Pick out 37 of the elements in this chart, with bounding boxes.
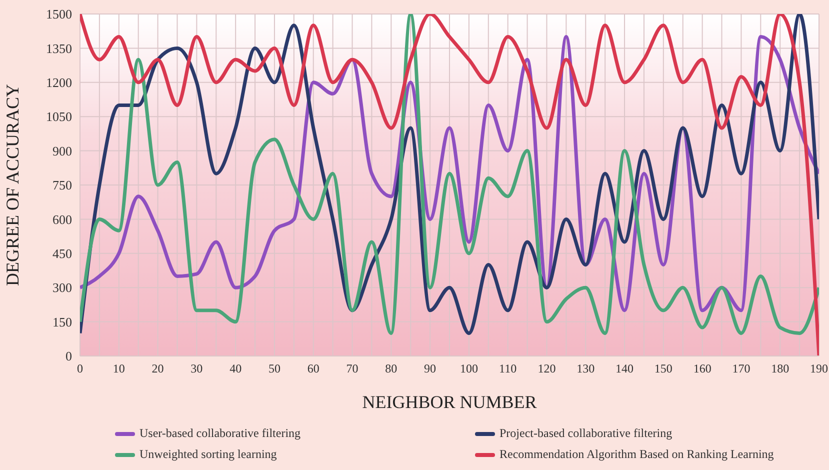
y-tick-label: 1350: [46, 40, 72, 56]
x-tick-label: 0: [77, 362, 83, 376]
x-tick-label: 100: [460, 362, 478, 376]
x-tick-label: 120: [538, 362, 556, 376]
y-tick-label: 450: [52, 246, 72, 262]
x-tick-label: 150: [654, 362, 672, 376]
y-tick-label: 900: [52, 143, 72, 158]
legend-label: Recommendation Algorithm Based on Ranking Learning: [500, 447, 774, 462]
x-tick-label: 190: [810, 362, 828, 376]
y-tick-label: 1200: [46, 75, 72, 90]
y-tick-label: 0: [66, 348, 72, 364]
x-tick-label: 160: [693, 362, 712, 376]
y-axis-title: DEGREE OF ACCURACY: [2, 84, 22, 286]
y-tick-label: 750: [52, 178, 72, 193]
x-tick-label: 10: [112, 362, 125, 376]
x-tick-label: 50: [268, 362, 280, 376]
legend-label: Project-based collaborative filtering: [500, 426, 672, 441]
x-axis-title: NEIGHBOR NUMBER: [362, 392, 537, 412]
x-tick-label: 110: [499, 362, 517, 376]
y-tick-label: 150: [52, 314, 72, 330]
legend-label: User-based collaborative filtering: [140, 426, 301, 441]
x-tick-label: 180: [771, 362, 790, 376]
x-tick-label: 80: [385, 362, 398, 376]
x-tick-label: 70: [346, 362, 358, 376]
legend-label: Unweighted sorting learning: [140, 447, 277, 462]
y-tick-label: 1050: [46, 109, 72, 124]
x-tick-label: 90: [424, 362, 436, 376]
x-tick-label: 170: [732, 362, 750, 376]
x-tick-label: 130: [576, 362, 595, 376]
y-tick-label: 300: [52, 280, 72, 296]
y-tick-label: 600: [52, 212, 72, 227]
x-tick-label: 40: [230, 362, 242, 376]
x-tick-label: 60: [307, 362, 320, 376]
x-tick-label: 20: [152, 362, 164, 376]
x-tick-label: 140: [616, 362, 634, 376]
x-tick-label: 30: [190, 362, 203, 376]
y-tick-label: 1500: [46, 6, 72, 22]
